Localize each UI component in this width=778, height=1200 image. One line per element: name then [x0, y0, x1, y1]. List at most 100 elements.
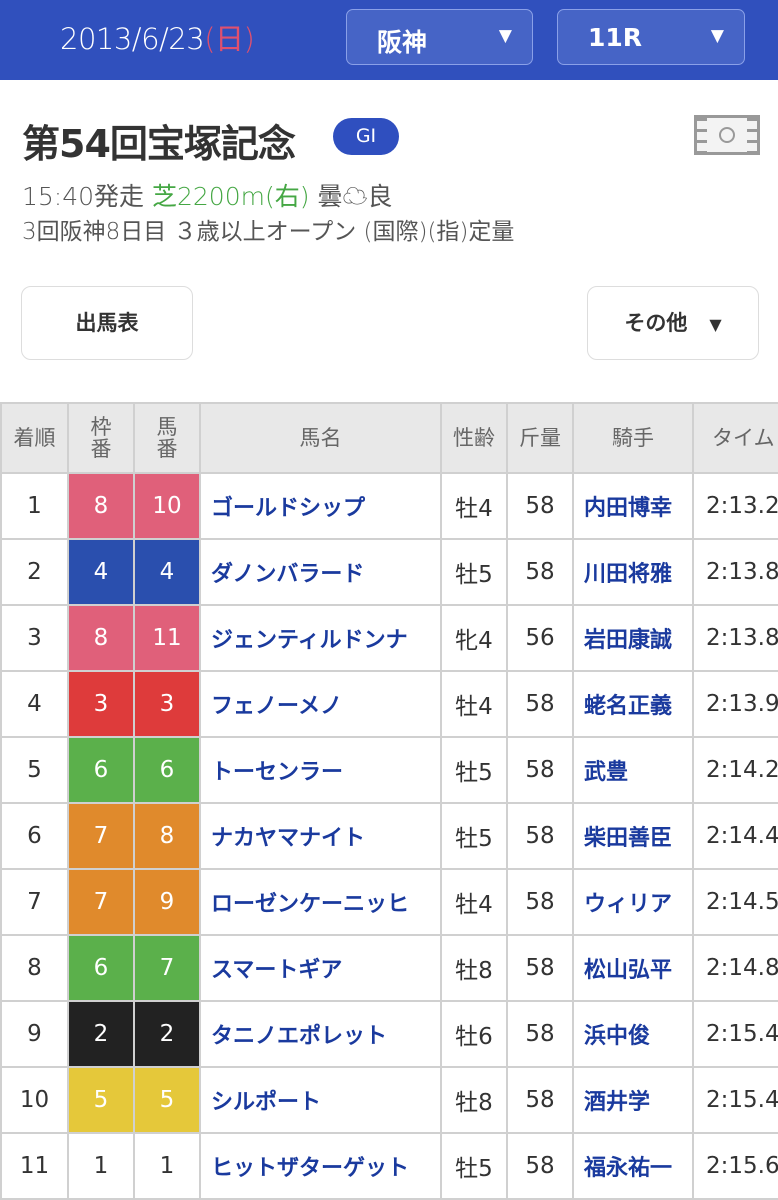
horse-name-link[interactable]: ダノンバラード	[199, 538, 442, 606]
horse-number-cell: 10	[133, 472, 201, 540]
frame-cell: 6	[67, 736, 135, 804]
weight-cell: 58	[506, 868, 574, 936]
rank-cell: 4	[0, 670, 69, 738]
top-bar: 2013/6/23(日) 阪神 ▼ 11R ▼	[0, 0, 778, 80]
horse-name-link[interactable]: ジェンティルドンナ	[199, 604, 442, 672]
time-cell: 2:13.8	[692, 604, 778, 672]
time-cell: 2:13.8	[692, 538, 778, 606]
jockey-link[interactable]: ウィリア	[572, 868, 694, 936]
horse-number-cell: 1	[133, 1132, 201, 1200]
venue-value: 阪神	[377, 28, 428, 57]
jockey-link[interactable]: 川田将雅	[572, 538, 694, 606]
horse-number-cell: 8	[133, 802, 201, 870]
horse-name-link[interactable]: シルポート	[199, 1066, 442, 1134]
weight-cell: 58	[506, 670, 574, 738]
horse-name-link[interactable]: トーセンラー	[199, 736, 442, 804]
weight-cell: 58	[506, 934, 574, 1002]
sex-age-cell: 牡8	[440, 934, 508, 1002]
jockey-link[interactable]: 内田博幸	[572, 472, 694, 540]
col-rank[interactable]: 着順	[0, 402, 69, 474]
horse-name-link[interactable]: ゴールドシップ	[199, 472, 442, 540]
horse-number-cell: 9	[133, 868, 201, 936]
rank-cell: 10	[0, 1066, 69, 1134]
horse-name-link[interactable]: ヒットザターゲット	[199, 1132, 442, 1200]
col-frame[interactable]: 枠 番	[67, 402, 135, 474]
weight-cell: 58	[506, 538, 574, 606]
rank-cell: 2	[0, 538, 69, 606]
chevron-down-icon: ▼	[709, 315, 722, 334]
weather: 曇	[317, 182, 343, 211]
weight-cell: 58	[506, 472, 574, 540]
rank-cell: 8	[0, 934, 69, 1002]
table-row: 9 2 2 タニノエポレット 牡6 58 浜中俊 2:15.4	[0, 1000, 778, 1068]
frame-cell: 8	[67, 472, 135, 540]
sex-age-cell: 牡5	[440, 736, 508, 804]
sex-age-cell: 牡4	[440, 670, 508, 738]
col-jockey[interactable]: 騎手	[572, 402, 694, 474]
entries-button[interactable]: 出馬表	[21, 286, 193, 360]
course: 芝2200m(右)	[152, 182, 310, 211]
col-sexage[interactable]: 性齢	[440, 402, 508, 474]
video-icon[interactable]	[694, 115, 760, 155]
horse-name-link[interactable]: スマートギア	[199, 934, 442, 1002]
jockey-link[interactable]: 蛯名正義	[572, 670, 694, 738]
horse-number-cell: 5	[133, 1066, 201, 1134]
race-select[interactable]: 11R ▼	[557, 9, 745, 65]
horse-name-link[interactable]: タニノエポレット	[199, 1000, 442, 1068]
going: 良	[367, 182, 393, 211]
horse-name-link[interactable]: ローゼンケーニッヒ	[199, 868, 442, 936]
frame-cell: 7	[67, 802, 135, 870]
col-name[interactable]: 馬名	[199, 402, 442, 474]
horse-name-link[interactable]: フェノーメノ	[199, 670, 442, 738]
horse-number-cell: 2	[133, 1000, 201, 1068]
frame-cell: 4	[67, 538, 135, 606]
time-cell: 2:14.5	[692, 868, 778, 936]
rank-cell: 7	[0, 868, 69, 936]
col-number[interactable]: 馬 番	[133, 402, 201, 474]
rank-cell: 3	[0, 604, 69, 672]
other-menu-button[interactable]: その他 ▼	[587, 286, 759, 360]
race-value: 11R	[588, 23, 643, 52]
table-row: 5 6 6 トーセンラー 牡5 58 武豊 2:14.2	[0, 736, 778, 804]
sex-age-cell: 牡5	[440, 802, 508, 870]
other-label: その他	[624, 311, 688, 335]
jockey-link[interactable]: 福永祐一	[572, 1132, 694, 1200]
col-weight[interactable]: 斤量	[506, 402, 574, 474]
frame-cell: 5	[67, 1066, 135, 1134]
rank-cell: 11	[0, 1132, 69, 1200]
rank-cell: 6	[0, 802, 69, 870]
jockey-link[interactable]: 松山弘平	[572, 934, 694, 1002]
venue-select[interactable]: 阪神 ▼	[346, 9, 533, 65]
chevron-down-icon: ▼	[498, 26, 512, 46]
sex-age-cell: 牡5	[440, 538, 508, 606]
time-cell: 2:14.2	[692, 736, 778, 804]
rank-cell: 5	[0, 736, 69, 804]
race-conditions: 3回阪神8日目 ３歳以上オープン (国際)(指)定量	[22, 219, 515, 245]
start-time: 15:40発走	[22, 182, 145, 211]
weekday: (日)	[204, 22, 255, 56]
frame-cell: 6	[67, 934, 135, 1002]
weight-cell: 58	[506, 802, 574, 870]
race-title: 第54回宝塚記念	[22, 122, 296, 166]
rank-cell: 9	[0, 1000, 69, 1068]
time-cell: 2:13.9	[692, 670, 778, 738]
date-text: 2013/6/23	[60, 22, 205, 56]
rank-cell: 1	[0, 472, 69, 540]
horse-number-cell: 4	[133, 538, 201, 606]
jockey-link[interactable]: 酒井学	[572, 1066, 694, 1134]
frame-cell: 3	[67, 670, 135, 738]
jockey-link[interactable]: 岩田康誠	[572, 604, 694, 672]
table-row: 3 8 11 ジェンティルドンナ 牝4 56 岩田康誠 2:13.8	[0, 604, 778, 672]
horse-name-link[interactable]: ナカヤマナイト	[199, 802, 442, 870]
jockey-link[interactable]: 浜中俊	[572, 1000, 694, 1068]
weight-cell: 58	[506, 1000, 574, 1068]
sex-age-cell: 牡5	[440, 1132, 508, 1200]
results-table: 着順 枠 番 馬 番 馬名 性齢 斤量 騎手 タイム 1 8 10 ゴールドシップ 牡4…	[0, 402, 778, 1200]
horse-number-cell: 7	[133, 934, 201, 1002]
race-date: 2013/6/23(日)	[60, 16, 255, 58]
col-time[interactable]: タイム	[692, 402, 778, 474]
jockey-link[interactable]: 武豊	[572, 736, 694, 804]
jockey-link[interactable]: 柴田善臣	[572, 802, 694, 870]
time-cell: 2:15.6	[692, 1132, 778, 1200]
weight-cell: 58	[506, 1066, 574, 1134]
